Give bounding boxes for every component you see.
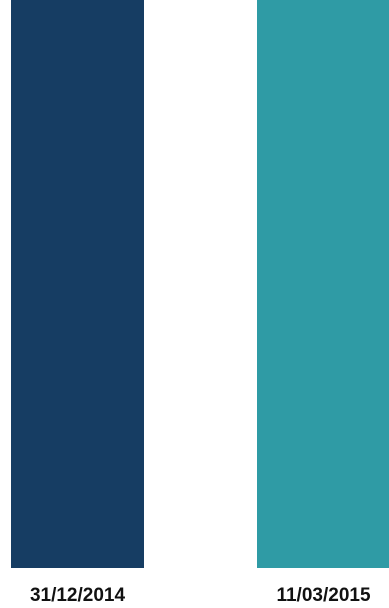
- category-label-1: 31/12/2014: [30, 585, 126, 606]
- bar-1: [11, 0, 144, 568]
- bar-2: [257, 0, 389, 568]
- category-label-2: 11/03/2015: [276, 585, 370, 606]
